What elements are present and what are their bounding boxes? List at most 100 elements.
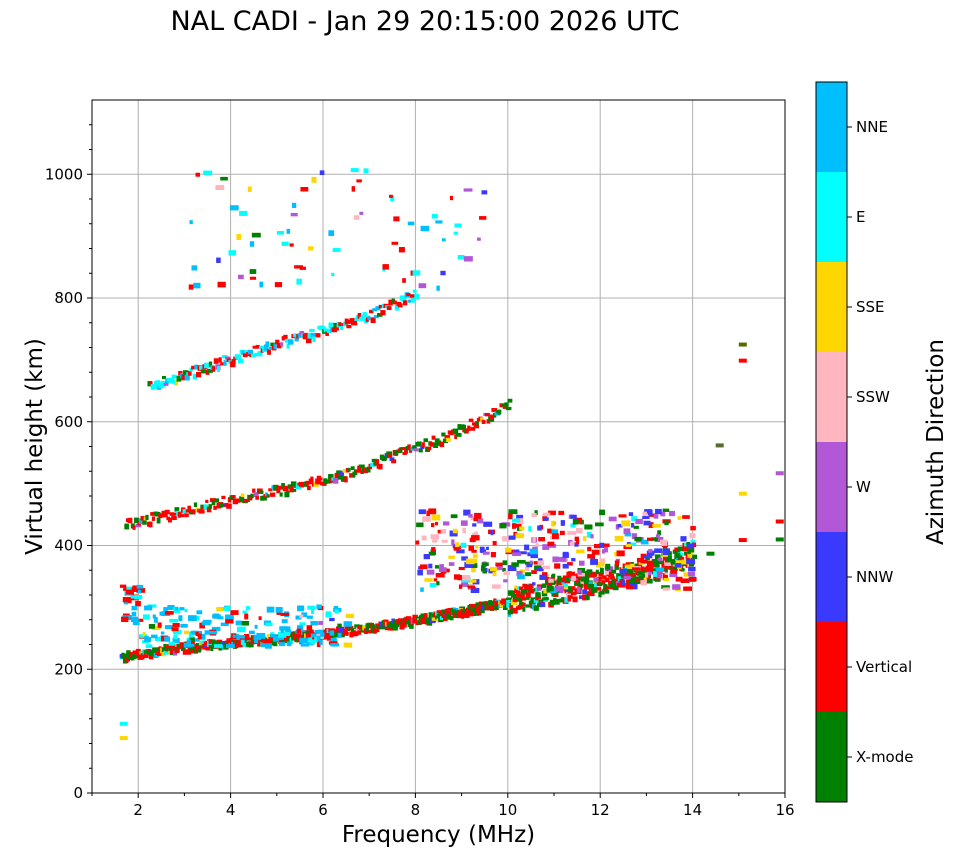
echo-point — [396, 619, 400, 625]
echo-point — [390, 195, 395, 202]
echo-point — [523, 584, 533, 590]
colorbar-tick-label: X-mode — [856, 748, 913, 766]
echo-point — [242, 642, 247, 648]
echo-point — [161, 375, 166, 380]
echo-point — [245, 606, 251, 611]
echo-point — [472, 558, 478, 564]
echo-point — [449, 195, 454, 201]
echo-point — [259, 345, 265, 349]
y-tick-label: 800 — [54, 289, 83, 307]
echo-point — [380, 625, 386, 630]
echo-point — [220, 622, 229, 627]
echo-point — [129, 651, 134, 657]
echo-points — [119, 168, 784, 741]
echo-point — [656, 572, 663, 579]
echo-point — [585, 594, 590, 601]
echo-point — [543, 517, 549, 521]
echo-point — [307, 485, 311, 491]
echo-point — [339, 471, 345, 476]
colorbar-tick-label: Vertical — [856, 658, 912, 676]
echo-point — [431, 547, 436, 552]
echo-point — [289, 486, 294, 493]
echo-point — [155, 511, 161, 517]
echo-point — [405, 446, 409, 451]
echo-point — [661, 585, 670, 589]
echo-point — [189, 643, 195, 647]
echo-point — [183, 630, 190, 635]
echo-point — [457, 574, 464, 581]
x-tick-label: 16 — [775, 801, 794, 819]
echo-point — [163, 382, 169, 386]
echo-point — [342, 469, 349, 473]
echo-point — [438, 440, 442, 445]
echo-point — [417, 620, 423, 625]
echo-point — [179, 513, 185, 518]
echo-point — [586, 531, 592, 538]
echo-point — [471, 549, 477, 553]
echo-point — [375, 306, 381, 311]
echo-point — [570, 514, 577, 519]
y-tick-label: 1000 — [45, 165, 83, 183]
colorbar-swatch — [816, 442, 847, 532]
echo-point — [151, 626, 161, 631]
echo-point — [171, 374, 177, 379]
echo-point — [236, 234, 242, 240]
echo-point — [370, 628, 374, 632]
echo-point — [551, 529, 559, 535]
echo-point — [558, 510, 565, 515]
echo-point — [620, 574, 625, 579]
echo-point — [409, 294, 416, 298]
echo-point — [373, 627, 377, 634]
echo-point — [349, 625, 354, 629]
echo-point — [173, 634, 177, 640]
echo-point — [586, 569, 593, 575]
colorbar-frame — [815, 81, 848, 803]
echo-point — [489, 567, 498, 572]
echo-point — [135, 648, 141, 652]
echo-point — [525, 592, 531, 598]
echo-point — [647, 560, 653, 567]
echo-point — [430, 549, 436, 556]
echo-point — [646, 574, 651, 579]
echo-point — [568, 571, 572, 575]
echo-point — [408, 449, 413, 453]
echo-point — [538, 536, 545, 542]
echo-point — [504, 402, 509, 407]
echo-point — [174, 379, 179, 386]
echo-point — [300, 482, 304, 488]
echo-point — [332, 248, 341, 252]
echo-point — [297, 637, 301, 642]
echo-point — [316, 604, 322, 609]
echo-point — [315, 333, 321, 338]
echo-point — [350, 628, 355, 632]
grid-lines — [92, 100, 786, 794]
echo-point — [662, 587, 670, 591]
echo-point — [640, 553, 647, 559]
echo-point — [663, 573, 668, 579]
echo-point — [171, 627, 179, 632]
echo-point — [347, 627, 352, 631]
echo-point — [465, 428, 469, 434]
echo-point — [310, 476, 314, 480]
echo-point — [688, 563, 695, 567]
echo-point — [280, 342, 284, 346]
echo-point — [244, 633, 250, 639]
echo-point — [509, 590, 516, 595]
echo-point — [480, 608, 485, 614]
echo-point — [647, 509, 653, 516]
echo-point — [436, 610, 442, 614]
echo-point — [207, 368, 213, 373]
echo-point — [273, 640, 278, 647]
echo-point — [232, 634, 236, 638]
echo-point — [195, 172, 201, 177]
echo-point — [163, 650, 170, 655]
echo-point — [217, 281, 226, 288]
echo-point — [640, 580, 647, 586]
echo-point — [226, 503, 232, 509]
echo-point — [186, 639, 191, 646]
echo-point — [421, 442, 425, 448]
echo-point — [668, 510, 675, 517]
echo-point — [470, 587, 480, 594]
echo-point — [172, 638, 180, 644]
echo-point — [193, 502, 197, 508]
